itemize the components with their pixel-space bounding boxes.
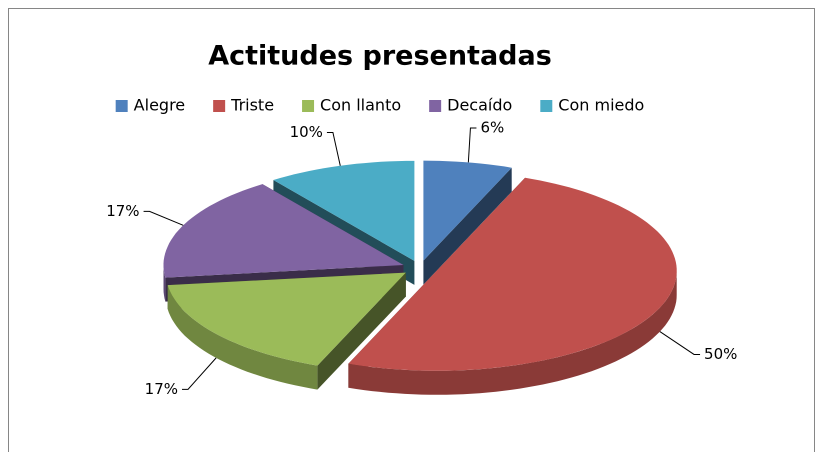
leader-line xyxy=(143,210,184,226)
legend-label: Triste xyxy=(230,96,274,115)
legend-swatch xyxy=(429,100,442,112)
slice-side xyxy=(317,272,406,390)
slice xyxy=(348,177,677,371)
leader-line xyxy=(467,127,477,163)
legend-swatch xyxy=(540,100,553,112)
legend-swatch xyxy=(213,100,226,112)
slice xyxy=(423,160,512,261)
leader-line xyxy=(182,357,217,390)
data-label: 10% xyxy=(290,123,323,141)
legend-label: Decaído xyxy=(447,96,512,115)
slice-side xyxy=(348,270,677,395)
data-label: 6% xyxy=(480,119,504,137)
slice-side xyxy=(163,265,166,302)
slice xyxy=(163,184,404,278)
chart-title: Actitudes presentadas xyxy=(208,41,552,72)
data-label: 17% xyxy=(145,380,178,398)
legend-swatch xyxy=(302,100,315,112)
legend-swatch xyxy=(115,100,128,112)
data-label: 50% xyxy=(704,345,737,363)
leader-line xyxy=(659,331,701,355)
slice xyxy=(167,272,406,366)
legend-label: Con miedo xyxy=(558,96,644,115)
slice-side xyxy=(423,167,512,285)
legend-label: Alegre xyxy=(134,96,185,115)
slice xyxy=(273,160,415,261)
data-label: 17% xyxy=(106,202,139,220)
leader-line xyxy=(326,131,341,166)
slice-side xyxy=(167,285,318,390)
legend-label: Con llanto xyxy=(320,96,401,115)
